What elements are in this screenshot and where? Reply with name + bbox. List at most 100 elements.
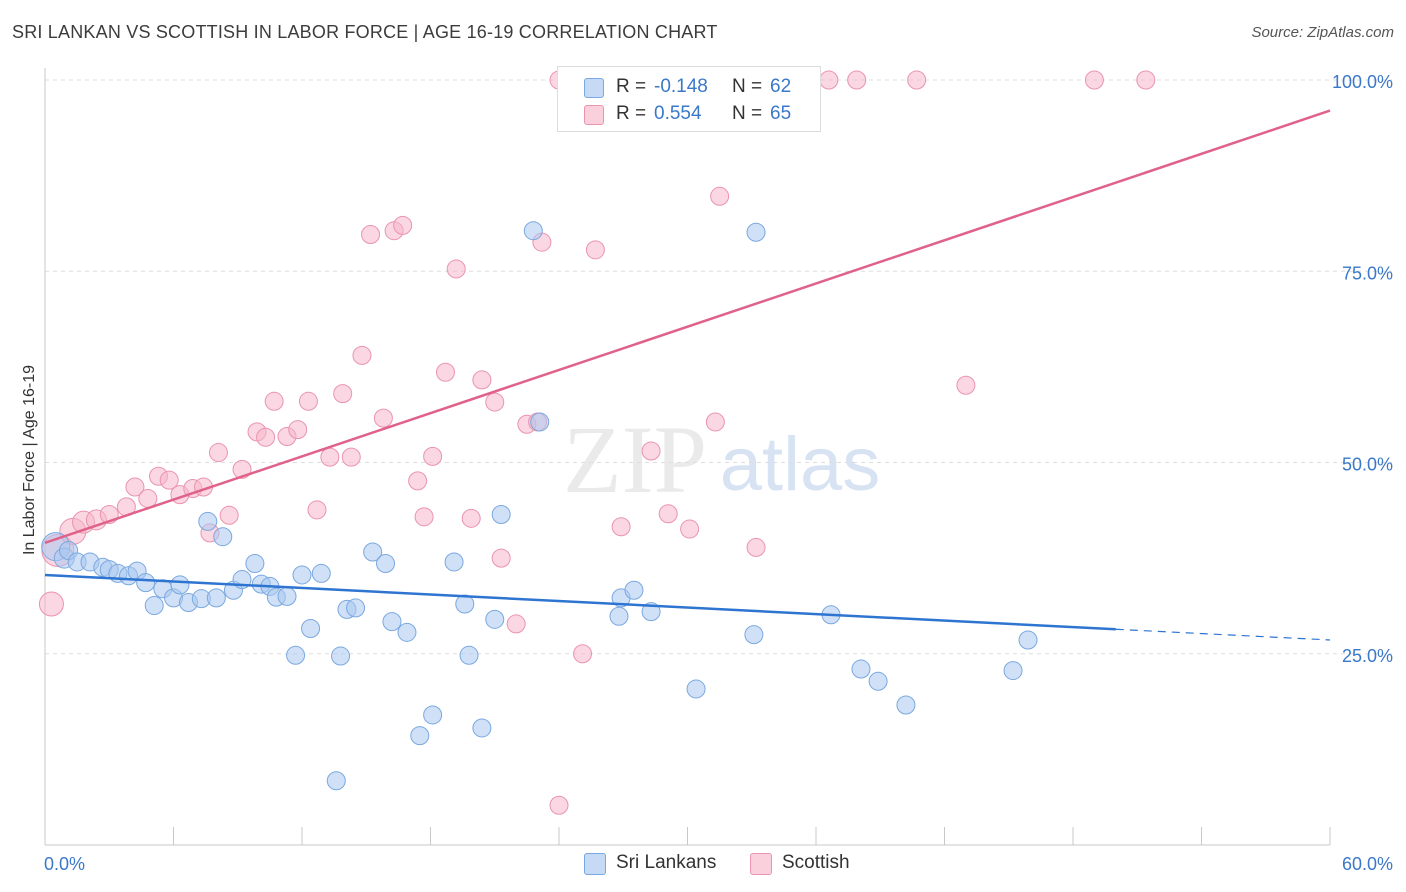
sri-lankan-point [530, 412, 550, 432]
scottish-point [361, 225, 381, 245]
y-tick-label: 75.0% [1342, 263, 1393, 283]
scottish-point [320, 447, 340, 467]
legend-n-label: N = [732, 103, 763, 124]
scottish-point [414, 507, 434, 527]
sri-lankan-point [444, 552, 464, 572]
sri-lankan-point [301, 619, 321, 639]
legend-r-value: 0.554 [654, 103, 702, 124]
scottish-point [485, 392, 505, 412]
scottish-point [611, 517, 631, 537]
scottish-point [125, 477, 145, 497]
sri-lankan-point [170, 575, 190, 595]
sri-lankan-point [609, 606, 629, 626]
trend-lines [44, 109, 1331, 641]
scottish-trend-line [44, 109, 1331, 545]
watermark-atlas: atlas [720, 422, 881, 507]
legend-row-sri-lankans: R = -0.148 N = 62 [558, 73, 820, 101]
sri-lankan-point [410, 726, 430, 746]
sri-lankan-point [746, 222, 766, 242]
sri-lankan-point [459, 645, 479, 665]
scottish-point [219, 505, 239, 525]
sri-lankan-point [376, 553, 396, 573]
sri-lankan-point [472, 718, 492, 738]
scottish-point [585, 240, 605, 260]
scottish-point [680, 519, 700, 539]
scottish-point [746, 537, 766, 557]
sri-lankan-point [245, 553, 265, 573]
sri-lankan-point [624, 580, 644, 600]
sri-lankan-point [277, 586, 297, 606]
scottish-point [573, 644, 593, 664]
legend-row-scottish: R = 0.554 N = 65 [558, 100, 820, 128]
scottish-point [138, 488, 158, 508]
y-tick-label: 100.0% [1332, 72, 1393, 92]
scottish-point [446, 259, 466, 279]
x-tick-label: 60.0% [1342, 854, 1393, 874]
scottish-point [333, 384, 353, 404]
sri-lankan-point [311, 563, 331, 583]
legend-r-label: R = [616, 103, 647, 124]
sri-lankan-point [523, 221, 543, 241]
scottish-point [658, 504, 678, 524]
tick-labels: 25.0% 50.0% 75.0% 100.0% 0.0% 60.0% [44, 72, 1393, 874]
scottish-point [38, 591, 64, 617]
sri-lankan-point [491, 505, 511, 525]
scottish-point [288, 420, 308, 440]
legend-r-value: -0.148 [654, 76, 708, 97]
scottish-point [907, 70, 927, 90]
scottish-point [256, 427, 276, 447]
legend-n-label: N = [732, 76, 763, 97]
scottish-point [298, 391, 318, 411]
sri-lankan-point [144, 596, 164, 616]
legend-swatch-sri-lankans [584, 78, 604, 98]
sri-lankan-point [292, 565, 312, 585]
sri-lankan-point [198, 511, 218, 531]
sri-lankan-point [1018, 630, 1038, 650]
scottish-point [641, 441, 661, 461]
sri-lankan-point [206, 588, 226, 608]
scottish-point [956, 375, 976, 395]
scottish-point [549, 795, 569, 815]
legend-label-sri-lankans: Sri Lankans [616, 852, 717, 873]
sri-lankan-point [363, 542, 383, 562]
sri-lankan-point [851, 659, 871, 679]
scottish-point [1136, 70, 1156, 90]
scottish-point [352, 345, 372, 365]
sri-lankan-point [382, 612, 402, 632]
legend-swatch-scottish [584, 105, 604, 125]
watermark: ZIP atlas [563, 406, 880, 513]
scottish-point [472, 370, 492, 390]
sri-lankan-point [326, 771, 346, 791]
scottish-point [710, 186, 730, 206]
legend-swatch-scottish [750, 853, 772, 875]
sri-lankan-point [896, 695, 916, 715]
scottish-point [423, 446, 443, 466]
scottish-point [307, 500, 327, 520]
scottish-point [159, 470, 179, 490]
sri-lankan-point [868, 671, 888, 691]
sri-lankan-trend-extension [1115, 628, 1331, 641]
scottish-point [393, 215, 413, 235]
scottish-point [408, 471, 428, 491]
legend-swatch-sri-lankans [584, 853, 606, 875]
y-tick-label: 50.0% [1342, 455, 1393, 475]
axes [44, 68, 1331, 846]
watermark-zip: ZIP [563, 406, 707, 513]
x-tick-label: 0.0% [44, 854, 85, 874]
scottish-point [847, 70, 867, 90]
sri-lankan-trend-line [44, 573, 1116, 631]
correlation-legend: R = -0.148 N = 62 R = 0.554 N = 65 [557, 66, 821, 132]
sri-lankan-point [686, 679, 706, 699]
sri-lankan-point [423, 705, 443, 725]
sri-lankan-point [485, 609, 505, 629]
scottish-point [705, 412, 725, 432]
sri-lankan-point [744, 625, 764, 645]
y-tick-label: 25.0% [1342, 646, 1393, 666]
scottish-point [491, 548, 511, 568]
scottish-point [373, 408, 393, 428]
scottish-point [819, 70, 839, 90]
scottish-point [208, 443, 228, 463]
scottish-point [1084, 70, 1104, 90]
scottish-point [264, 391, 284, 411]
scottish-point [341, 447, 361, 467]
